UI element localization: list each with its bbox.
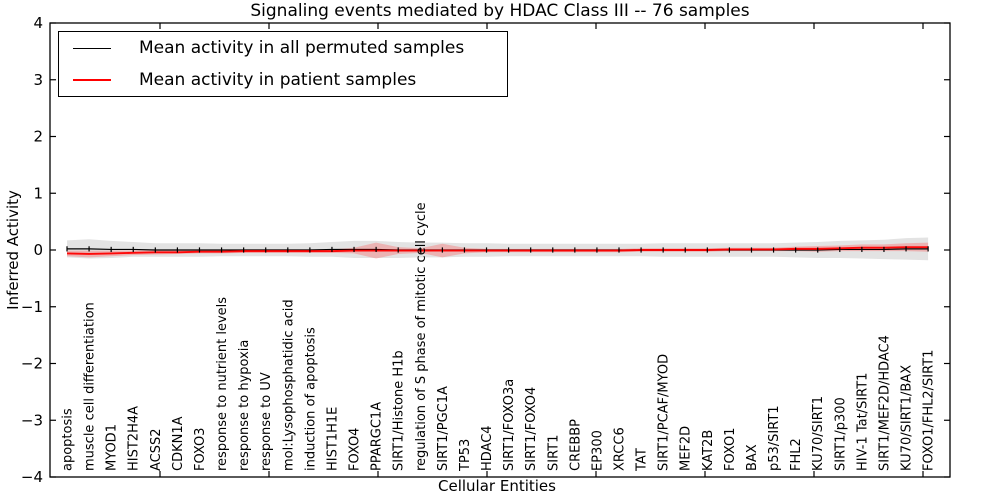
x-category-label: MYOD1: [105, 424, 120, 471]
x-category-label: HIST2H4A: [127, 406, 142, 471]
chart-title: Signaling events mediated by HDAC Class …: [250, 1, 750, 21]
x-category-label: FHL2: [789, 438, 804, 471]
legend-label-patient: Mean activity in patient samples: [139, 69, 417, 90]
patient-line-swatch: [73, 78, 111, 81]
y-tick-label: 3: [33, 71, 43, 89]
x-category-label: SIRT1/PGC1A: [436, 386, 451, 471]
x-category-label: TAT: [635, 448, 650, 472]
x-category-label: apoptosis: [61, 408, 76, 471]
x-category-label: PPARGC1A: [370, 402, 385, 471]
legend: Mean activity in all permuted samples Me…: [58, 31, 508, 97]
x-category-label: KU70/SIRT1/BAX: [900, 365, 915, 471]
patient-mean-line: [66, 246, 929, 255]
y-tick-label: 0: [33, 241, 43, 259]
permuted-band: [67, 237, 929, 261]
x-category-label: HIV-1 Tat/SIRT1: [855, 373, 870, 471]
x-category-label: TP53: [458, 439, 473, 472]
x-category-label: SIRT1: [546, 435, 561, 471]
x-category-label: SIRT1/Histone H1b: [392, 350, 407, 471]
x-category-label: BAX: [745, 444, 760, 471]
x-category-label: KU70/SIRT1: [811, 396, 826, 471]
x-category-label: KAT2B: [701, 430, 716, 471]
x-category-label: response to UV: [259, 372, 274, 471]
x-category-label: SIRT1/FOXO3a: [502, 379, 517, 471]
legend-entry-permuted: Mean activity in all permuted samples: [59, 33, 507, 64]
y-tick-label: −1: [21, 298, 43, 316]
x-category-label: SIRT1/MEF2D/HDAC4: [877, 335, 892, 471]
x-category-label: SIRT1/FOXO4: [524, 387, 539, 471]
x-category-label: SIRT1/p300: [833, 397, 848, 471]
x-category-label: mol:Lysophosphatidic acid: [281, 299, 296, 471]
x-category-label: XRCC6: [613, 427, 628, 471]
y-tick-label: 4: [33, 14, 43, 32]
x-category-label: HDAC4: [480, 425, 495, 471]
x-category-label: FOXO1/FHL2/SIRT1: [922, 350, 937, 471]
y-tick-label: 2: [33, 128, 43, 146]
x-category-label: FOXO4: [348, 428, 363, 471]
x-category-label: response to hypoxia: [237, 340, 252, 471]
x-category-label: induction of apoptosis: [303, 327, 318, 471]
x-category-label: p53/SIRT1: [767, 405, 782, 471]
x-category-label: CREBBP: [568, 419, 583, 471]
x-category-label: CDKN1A: [171, 416, 186, 471]
legend-entry-patient: Mean activity in patient samples: [59, 64, 507, 95]
x-category-label: FOXO3: [193, 428, 208, 471]
x-category-label: SIRT1/PCAF/MYOD: [657, 354, 672, 471]
x-category-label: ACSS2: [149, 428, 164, 471]
x-axis-title: Cellular Entities: [438, 477, 556, 495]
y-tick-label: −3: [21, 411, 43, 429]
x-category-label: HIST1H1E: [325, 407, 340, 471]
permuted-line-swatch: [73, 47, 111, 49]
x-category-label: response to nutrient levels: [215, 297, 230, 471]
x-category-label: FOXO1: [723, 428, 738, 471]
x-category-label: regulation of S phase of mitotic cell cy…: [414, 202, 429, 471]
x-category-label: MEF2D: [679, 426, 694, 471]
y-tick-label: 1: [33, 184, 43, 202]
y-tick-label: −2: [21, 355, 43, 373]
x-category-label: muscle cell differentiation: [83, 302, 98, 471]
x-category-label: EP300: [590, 430, 605, 471]
legend-label-permuted: Mean activity in all permuted samples: [139, 38, 465, 59]
y-tick-label: −4: [21, 468, 43, 486]
